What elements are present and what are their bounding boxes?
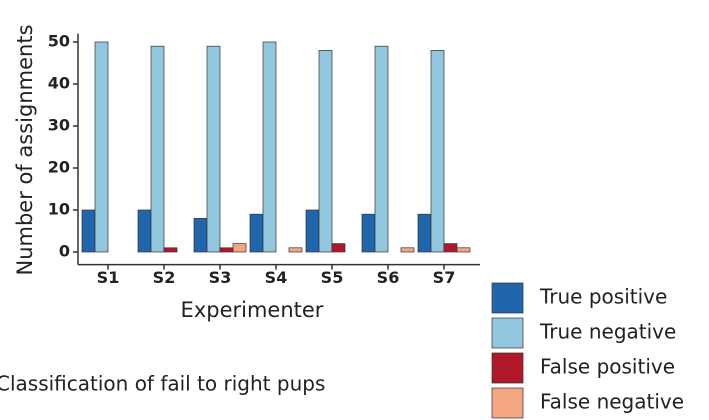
y-tick-label: 30 <box>48 116 70 135</box>
legend-swatch <box>491 317 524 349</box>
legend-label: False positive <box>540 355 675 379</box>
y-tick-label: 50 <box>48 32 70 51</box>
y-tick-label: 20 <box>48 158 70 177</box>
legend-label: True negative <box>539 320 676 344</box>
x-tick-label: S6 <box>377 268 400 287</box>
bar <box>137 209 152 253</box>
annotation: Classification of fail to right pups <box>0 372 325 396</box>
bar <box>249 213 264 253</box>
bar <box>81 209 96 253</box>
bar <box>331 243 346 253</box>
bar <box>443 243 458 253</box>
legend-swatch <box>491 282 524 314</box>
legend-swatch <box>491 387 524 419</box>
x-tick-label: S7 <box>433 268 456 287</box>
bar <box>456 247 471 253</box>
bar <box>305 209 320 253</box>
bar <box>219 247 234 253</box>
bar <box>163 247 178 253</box>
bar <box>262 41 277 253</box>
bar <box>374 45 389 253</box>
legend-label: True positive <box>539 285 667 309</box>
bar <box>206 45 221 253</box>
y-tick-label: 0 <box>59 242 70 261</box>
x-tick-label: S1 <box>97 268 120 287</box>
bar <box>193 218 208 253</box>
bar <box>361 213 376 253</box>
x-axis-label: Experimenter <box>181 298 324 322</box>
x-tick-label: S3 <box>209 268 232 287</box>
x-tick-label: S2 <box>153 268 176 287</box>
bar <box>150 45 165 253</box>
y-tick-label: 40 <box>48 74 70 93</box>
bar <box>288 247 303 253</box>
bar <box>232 243 247 253</box>
bar <box>417 213 432 253</box>
bar <box>318 50 333 253</box>
x-tick-label: S5 <box>321 268 344 287</box>
x-tick-label: S4 <box>265 268 288 287</box>
bar <box>400 247 415 253</box>
bar <box>430 50 445 253</box>
bar <box>94 41 109 253</box>
y-tick-label: 10 <box>48 200 70 219</box>
legend-label: False negative <box>540 390 684 414</box>
legend-swatch <box>491 352 524 384</box>
y-axis-label: Number of assignments <box>13 24 37 275</box>
